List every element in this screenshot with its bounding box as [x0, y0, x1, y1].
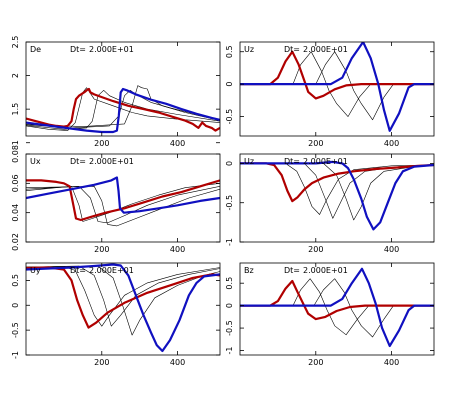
x-tick-label: 200 — [308, 358, 323, 367]
y-tick-label: 0 — [225, 303, 234, 308]
x-tick-label: 400 — [170, 358, 185, 367]
y-tick-label: 0.04 — [11, 204, 20, 222]
dt-label: Dt= — [284, 45, 300, 54]
series-line — [26, 263, 220, 353]
series-line — [240, 163, 434, 221]
x-tick-label: 400 — [384, 139, 399, 148]
panel-variable-label: Bz — [244, 266, 254, 275]
y-tick-label: 0 — [11, 303, 20, 308]
series-line — [240, 278, 434, 338]
y-tick-label: 0.06 — [11, 174, 20, 192]
series-line — [26, 179, 220, 222]
panel-variable-label: De — [30, 45, 41, 54]
y-tick-label: -1 — [225, 347, 234, 355]
x-tick-label: 200 — [94, 245, 109, 254]
series-line — [240, 50, 434, 100]
plot-frame — [25, 153, 221, 243]
series-line — [26, 87, 220, 134]
y-tick-label: 0.5 — [225, 45, 234, 58]
plot-frame — [25, 41, 221, 137]
dt-label: Dt= — [284, 157, 300, 166]
series-line — [26, 186, 220, 224]
x-tick-label: 200 — [308, 139, 323, 148]
y-tick-label: -1 — [11, 351, 20, 359]
y-tick-label: 1.5 — [11, 103, 20, 116]
series-line — [240, 162, 434, 203]
panel-variable-label: Uz — [244, 45, 254, 54]
y-tick-label: 0 — [225, 161, 234, 166]
y-tick-label: 2.5 — [11, 36, 20, 49]
series-line — [26, 266, 220, 327]
x-tick-label: 400 — [170, 245, 185, 254]
y-tick-label: -0.5 — [225, 320, 234, 336]
panel-1: 200 400 0.5 0 -0.5 Uz Dt= 2.000E+01 — [225, 41, 435, 148]
series-line — [26, 176, 220, 214]
series-line — [26, 186, 220, 227]
y-tick-label: 1 — [11, 140, 20, 145]
plot-frame — [239, 41, 435, 137]
series-line — [26, 265, 220, 336]
dt-value: 2.000E+01 — [89, 157, 134, 166]
series-line — [26, 90, 220, 129]
panel-variable-label: Uy — [30, 266, 41, 275]
series-line — [240, 51, 434, 121]
series-line — [26, 85, 220, 127]
series-line — [26, 90, 220, 130]
panel-5: 200 400 0.5 0 -0.5 -1 Bz Dt= 2.000E+01 — [225, 262, 435, 367]
dt-label: Dt= — [70, 45, 86, 54]
y-tick-label: 0 — [225, 82, 234, 87]
y-tick-label: -0.5 — [225, 109, 234, 125]
series-line — [240, 163, 434, 215]
panel-4: 200 400 0 -0.5 -1 Uz Dt= 2.000E+01 — [225, 153, 435, 254]
panel-2: 200 400 0.02 0.04 0.06 0.08 Ux Dt= 2.000E+01 — [11, 145, 221, 254]
dt-value: 2.000E+01 — [303, 157, 348, 166]
x-tick-label: 400 — [170, 139, 185, 148]
y-tick-label: 0.08 — [11, 145, 20, 163]
series-line — [240, 160, 434, 231]
panel-0: 200 400 1 1.5 2 2.5 De Dt= 2.000E+01 — [11, 36, 221, 148]
y-tick-label: 0.5 — [11, 274, 20, 287]
series-line — [26, 87, 220, 132]
dt-value: 2.000E+01 — [303, 45, 348, 54]
dt-value: 2.000E+01 — [89, 266, 134, 275]
dt-label: Dt= — [70, 157, 86, 166]
x-tick-label: 200 — [94, 139, 109, 148]
panel-variable-label: Ux — [30, 157, 41, 166]
y-tick-label: 0.02 — [11, 233, 20, 251]
series-line — [26, 266, 220, 329]
x-tick-label: 400 — [384, 245, 399, 254]
dt-label: Dt= — [70, 266, 86, 275]
plot-frame — [25, 262, 221, 356]
y-tick-label: -0.5 — [225, 195, 234, 211]
x-tick-label: 200 — [94, 358, 109, 367]
dt-value: 2.000E+01 — [303, 266, 348, 275]
x-tick-label: 400 — [384, 358, 399, 367]
series-line — [240, 51, 434, 117]
series-line — [240, 279, 434, 321]
panel-3: 200 400 0.5 0 -0.5 -1 Uy Dt= 2.000E+01 — [11, 262, 221, 367]
y-tick-label: -1 — [225, 238, 234, 246]
series-line — [240, 267, 434, 348]
dt-value: 2.000E+01 — [89, 45, 134, 54]
panel-variable-label: Uz — [244, 157, 254, 166]
plot-frame — [239, 153, 435, 243]
y-tick-label: -0.5 — [11, 322, 20, 338]
x-tick-label: 200 — [308, 245, 323, 254]
series-line — [240, 278, 434, 336]
series-line — [26, 265, 220, 327]
y-tick-label: 2 — [11, 73, 20, 78]
plot-frame — [239, 262, 435, 356]
series-line — [240, 42, 434, 132]
dt-label: Dt= — [284, 266, 300, 275]
y-tick-label: 0.5 — [225, 277, 234, 290]
